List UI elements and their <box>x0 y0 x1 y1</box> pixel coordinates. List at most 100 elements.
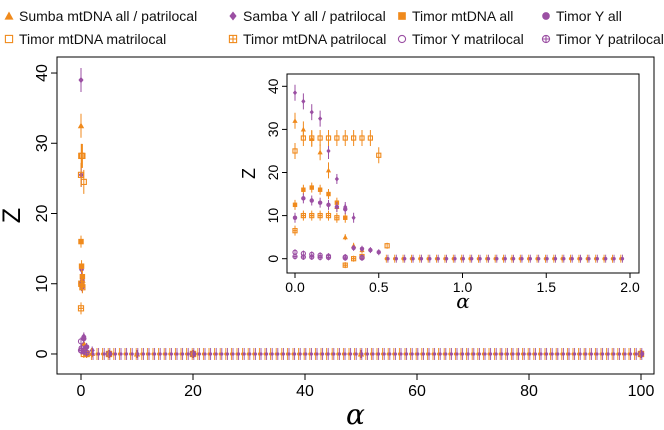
data-point <box>342 234 348 240</box>
data-point <box>169 352 173 356</box>
data-point <box>562 256 566 261</box>
near-zero-band <box>384 254 625 263</box>
data-point <box>416 352 420 356</box>
data-point <box>606 352 610 356</box>
data-point <box>376 250 381 255</box>
y-tick-label: 30 <box>34 134 51 152</box>
data-point <box>545 256 549 261</box>
plot-frame <box>56 56 655 375</box>
legend-label: Timor mtDNA all <box>412 8 514 24</box>
data-point <box>343 215 348 220</box>
data-point <box>141 352 145 356</box>
data-point <box>368 247 373 253</box>
data-point <box>386 256 390 261</box>
data-point <box>317 200 323 205</box>
data-point <box>309 212 315 219</box>
data-point <box>298 352 302 356</box>
data-point <box>321 352 325 356</box>
data-point <box>77 338 85 345</box>
data-point <box>334 215 340 221</box>
legend-item-sumba-mtdna-all-patrilocal: Sumba mtDNA all / patrilocal <box>3 8 197 24</box>
data-point <box>444 352 448 356</box>
data-point <box>309 254 315 260</box>
data-point <box>326 202 331 208</box>
data-point <box>342 262 348 268</box>
data-point <box>78 263 85 269</box>
legend-item-timor-y-all: Timor Y all <box>540 8 622 24</box>
data-point <box>158 352 162 356</box>
data-point <box>130 352 134 356</box>
data-point <box>494 352 498 356</box>
data-point <box>640 352 644 356</box>
data-point <box>281 352 285 356</box>
legend-marker-icon <box>228 34 238 44</box>
y-tick-label: 30 <box>265 121 281 137</box>
data-point <box>83 349 90 356</box>
legend-label: Timor Y all <box>556 8 622 24</box>
legend-label: Sumba mtDNA all / patrilocal <box>19 8 198 24</box>
data-point <box>578 256 583 261</box>
data-point <box>399 352 403 356</box>
legend-item-timor-y-matrilocal: Timor Y matrilocal <box>396 31 524 47</box>
series-timor-mtdna-patrilocal <box>77 277 645 358</box>
data-point <box>573 352 577 356</box>
data-point <box>334 135 340 141</box>
data-point <box>354 352 358 356</box>
x-tick-label: 100 <box>628 383 655 400</box>
legend-marker-icon <box>398 12 406 20</box>
data-point <box>332 352 336 356</box>
data-point <box>334 204 340 210</box>
data-point <box>349 352 353 356</box>
legend: Sumba mtDNA all / patrilocal Samba Y all … <box>0 0 664 52</box>
legend-item-timor-y-patrilocal: Timor Y patrilocal <box>540 31 664 47</box>
data-point <box>377 352 381 356</box>
data-point <box>317 149 323 155</box>
data-point <box>309 109 314 115</box>
data-point <box>292 90 298 96</box>
data-point <box>365 352 369 356</box>
data-point <box>567 352 571 356</box>
y-axis-label: Z <box>0 208 26 223</box>
data-point <box>528 256 532 261</box>
data-point <box>359 135 365 141</box>
x-tick-label: 0.0 <box>285 279 305 295</box>
data-point <box>556 352 560 356</box>
legend-label: Samba Y all / patrilocal <box>243 8 386 24</box>
x-axis-label: α <box>346 398 365 430</box>
data-point <box>292 118 298 123</box>
data-point <box>326 191 331 197</box>
data-point <box>342 255 348 261</box>
data-point <box>489 352 493 356</box>
x-tick-label: 2.0 <box>620 279 640 295</box>
data-point <box>78 238 84 245</box>
data-point <box>203 352 207 356</box>
data-point <box>495 256 499 261</box>
data-point <box>300 212 307 219</box>
data-point <box>78 280 85 287</box>
data-point <box>449 352 453 356</box>
data-point <box>623 352 627 356</box>
data-point <box>421 352 425 356</box>
x-tick-label: 0.5 <box>369 279 389 295</box>
data-point <box>209 352 213 356</box>
y-tick-label: 40 <box>34 64 51 82</box>
data-point <box>342 135 348 141</box>
x-tick-label: 40 <box>296 383 314 400</box>
data-point <box>91 352 95 356</box>
data-point <box>242 352 246 356</box>
data-point <box>315 352 319 356</box>
data-point <box>293 352 297 356</box>
data-point <box>505 352 509 356</box>
data-point <box>528 352 532 356</box>
data-point <box>350 256 357 262</box>
data-point <box>317 212 323 219</box>
x-tick-label: 1.5 <box>537 279 557 295</box>
data-point <box>461 352 465 356</box>
data-point <box>97 352 101 356</box>
data-point <box>405 352 409 356</box>
data-point <box>102 352 106 356</box>
data-point <box>119 352 123 356</box>
data-point <box>545 352 549 356</box>
data-point <box>164 352 168 356</box>
series-timor-y-all <box>292 193 381 256</box>
